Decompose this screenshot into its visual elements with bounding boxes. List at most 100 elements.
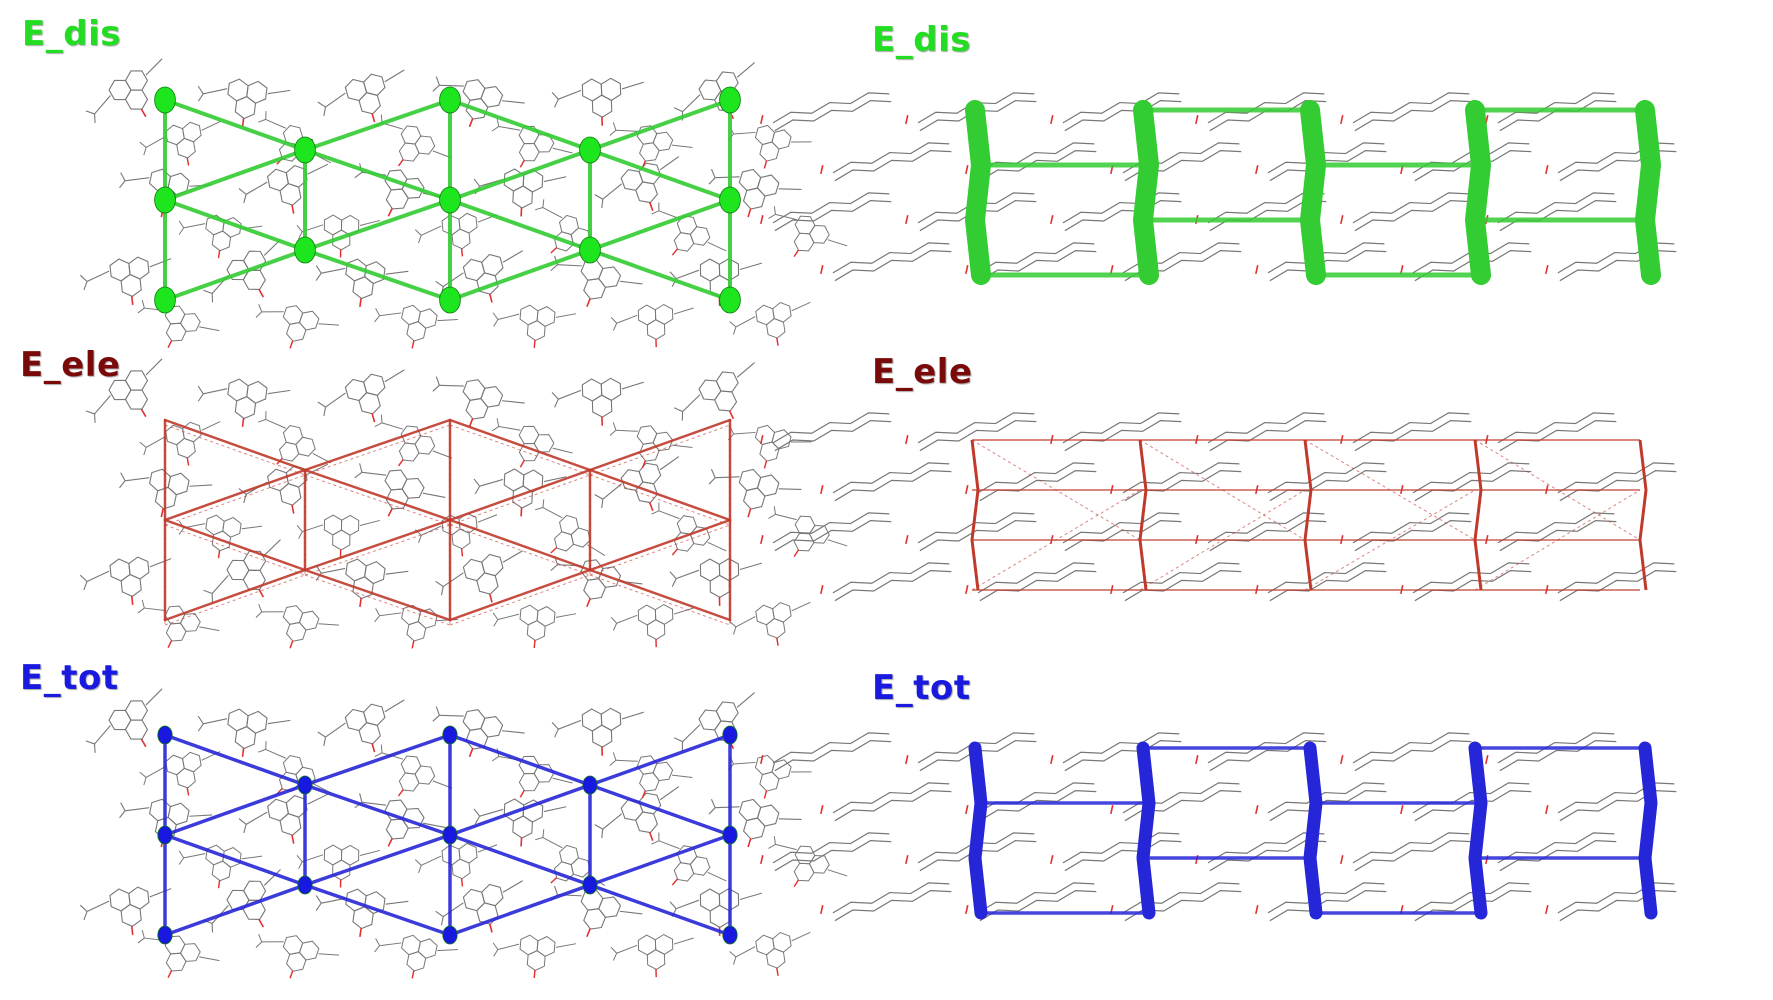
alkyl-chain (710, 169, 716, 178)
aromatic-backbone (1354, 100, 1472, 132)
alkyl-chain (673, 407, 683, 413)
interaction-cylinder (448, 198, 592, 252)
alkyl-chain (733, 326, 737, 335)
carbonyl-oxygen (776, 637, 779, 646)
molecule (473, 468, 567, 517)
aromatic-backbone (1352, 192, 1470, 224)
molecule-side (1050, 832, 1182, 872)
carbonyl-oxygen (671, 248, 679, 256)
alkyl-chain (143, 147, 147, 156)
alkyl-chain (201, 421, 221, 431)
carbonyl-oxygen (1545, 264, 1549, 275)
alkyl-chain (203, 289, 213, 294)
molecule (178, 514, 263, 559)
carbonyl-oxygen (905, 754, 909, 765)
alkyl-chain (673, 937, 694, 945)
carbonyl-oxygen (1340, 114, 1344, 125)
aromatic-ring (406, 951, 427, 972)
molecule-side (1340, 192, 1472, 232)
interaction-cylinder-weak (449, 474, 591, 526)
aromatic-backbone (979, 250, 1097, 282)
aromatic-ring (227, 708, 249, 732)
aromatic-ring (699, 258, 721, 282)
alkyl-chain (199, 326, 220, 332)
alkyl-chain (315, 272, 322, 281)
aromatic-ring (227, 78, 249, 102)
carbonyl-oxygen (258, 918, 265, 928)
alkyl-chain (257, 748, 266, 753)
aromatic-ring (600, 77, 622, 101)
alkyl-chain (144, 607, 167, 612)
alkyl-chain (773, 206, 776, 215)
carbonyl-oxygen (291, 204, 295, 214)
interaction-cylinder (163, 733, 307, 787)
alkyl-chain (669, 271, 677, 279)
carbonyl-oxygen (397, 788, 404, 797)
carbonyl-oxygen (760, 214, 764, 225)
alkyl-chain (554, 398, 559, 408)
carbonyl-oxygen (186, 457, 190, 466)
alkyl-chain (85, 110, 95, 115)
molecule (535, 199, 606, 256)
alkyl-chain (659, 786, 680, 801)
aromatic-ring (211, 230, 232, 252)
alkyl-chain (437, 948, 458, 952)
molecule-side (820, 782, 952, 822)
alkyl-chain (735, 946, 756, 958)
aromatic-backbone (1412, 782, 1530, 814)
molecule-side (1255, 782, 1387, 822)
carbonyl-oxygen (1255, 804, 1259, 815)
molecule-side (820, 562, 952, 602)
carbonyl-oxygen (488, 293, 493, 303)
alkyl-chain (267, 89, 291, 95)
centroid-node (582, 875, 598, 895)
alkyl-chain (616, 944, 638, 954)
centroid-node (157, 925, 173, 945)
molecule (729, 601, 811, 646)
alkyl-chain (594, 824, 604, 830)
molecule (492, 934, 577, 979)
molecule-side (1050, 412, 1182, 452)
aromatic-backbone (1557, 462, 1675, 494)
alkyl-chain (385, 900, 409, 905)
molecule (708, 468, 802, 518)
carbonyl-oxygen (241, 117, 245, 127)
aromatic-backbone (832, 142, 950, 174)
alkyl-chain (435, 76, 440, 86)
aromatic-ring (536, 606, 556, 627)
aromatic-backbone (979, 470, 1097, 502)
aromatic-ring (772, 601, 792, 623)
alkyl-chain (440, 586, 444, 596)
carbonyl-oxygen (793, 549, 800, 557)
alkyl-chain (501, 730, 525, 734)
aromatic-backbone (772, 92, 890, 124)
aromatic-ring (267, 168, 289, 192)
diagonal-weak-cylinder (1304, 439, 1476, 541)
molecule (255, 603, 340, 649)
alkyl-chain (296, 224, 303, 232)
aromatic-ring (417, 308, 438, 329)
aromatic-ring (793, 862, 815, 882)
aromatic-ring (518, 142, 540, 162)
alkyl-chain (479, 808, 504, 817)
alkyl-chain (384, 699, 405, 713)
interaction-cylinder (303, 783, 452, 837)
alkyl-chain (211, 574, 229, 594)
background-molecules-edis-left (79, 58, 848, 349)
aromatic-ring (279, 812, 302, 836)
aromatic-ring (109, 258, 131, 282)
alkyl-chain (321, 267, 346, 274)
aromatic-backbone (977, 562, 1095, 594)
aromatic-backbone (772, 512, 890, 544)
aromatic-ring (120, 573, 142, 597)
aromatic-backbone (1497, 732, 1615, 764)
aromatic-ring (167, 472, 190, 496)
carbonyl-oxygen (641, 790, 647, 799)
aromatic-ring (179, 313, 201, 332)
alkyl-chain (492, 942, 499, 950)
aromatic-ring (451, 228, 471, 250)
carbonyl-oxygen (359, 597, 362, 608)
molecule (550, 885, 643, 938)
alkyl-chain (359, 463, 363, 473)
